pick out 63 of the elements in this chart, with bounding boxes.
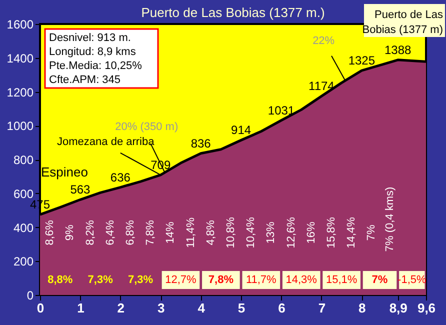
annotation: 12,6% — [285, 216, 298, 248]
annotation: 8,6% — [44, 220, 56, 246]
annotation: 6,8% — [124, 220, 136, 246]
annotation: Desnivel: 913 m. — [49, 32, 131, 44]
y-tick-label: 800 — [13, 153, 34, 167]
annotation: 7,8% — [208, 274, 234, 286]
annotation: Cfte.APM: 345 — [49, 74, 121, 86]
x-tick-label: 9,6 — [417, 300, 436, 316]
y-tick-label: 400 — [13, 220, 34, 235]
annotation: 10,4% — [245, 216, 258, 248]
x-tick-label: 2 — [117, 300, 125, 316]
annotation: 14% — [164, 221, 177, 244]
y-tick-label: 1000 — [6, 119, 34, 134]
annotation: 14,4% — [346, 216, 358, 248]
data-label: 1388 — [384, 42, 412, 57]
x-tick-label: 1 — [77, 300, 84, 316]
annotation: 7,3% — [88, 274, 114, 286]
annotation: 16% — [305, 221, 318, 244]
data-label: 836 — [190, 136, 212, 150]
annotation: 12,7% — [165, 274, 197, 286]
annotation: 11,4% — [184, 217, 197, 248]
annotation: 4,8% — [204, 220, 217, 246]
annotation: Pte.Media: 10,25% — [49, 60, 142, 72]
annotation: 8,2% — [84, 220, 96, 246]
annotation: 10,8% — [224, 216, 237, 248]
annotation: 7,3% — [128, 274, 154, 286]
annotation: 20% (350 m) — [115, 121, 178, 134]
annotation: 6,4% — [104, 220, 116, 246]
x-tick-label: 4 — [198, 300, 206, 316]
annotation: 7% — [366, 224, 378, 241]
data-label: 563 — [70, 182, 91, 197]
y-tick-label: 0 — [26, 288, 34, 302]
data-label: 1325 — [348, 54, 376, 68]
annotation: Espineo — [41, 164, 88, 180]
annotation: 7% — [372, 274, 388, 286]
annotation: Longitud: 8,9 kms — [49, 46, 136, 58]
y-tick-label: 600 — [13, 186, 34, 201]
x-tick-label: 0 — [36, 300, 44, 316]
annotation: 13% — [265, 221, 278, 244]
annotation: 8,8% — [48, 274, 73, 286]
x-tick-label: 5 — [238, 300, 246, 316]
y-tick-label: 1400 — [6, 51, 34, 66]
annotation: 11,7% — [246, 274, 277, 286]
x-tick-label: 8,9 — [389, 300, 408, 316]
data-label: 1031 — [268, 103, 295, 118]
annotation: 15,1% — [326, 274, 358, 286]
annotation: 7% (0,4 kms) — [384, 186, 396, 252]
y-tick-label: 1200 — [6, 85, 34, 100]
x-tick-label: 8 — [358, 300, 366, 316]
x-tick-label: 6 — [278, 300, 286, 316]
x-tick-label: 7 — [318, 300, 326, 316]
annotation: 14,3% — [286, 274, 318, 286]
chart-title: Puerto de Las Bobias (1377 m.) — [141, 5, 325, 20]
annotation: 7,8% — [144, 220, 157, 246]
y-tick-label: 200 — [13, 254, 34, 269]
annotation: 15,8% — [326, 216, 338, 248]
annotation: 9% — [64, 224, 76, 241]
data-label: 636 — [110, 170, 131, 184]
y-tick-label: 1600 — [6, 18, 34, 32]
annotation: Jomezana de arriba — [57, 136, 156, 148]
annotation: 22% — [312, 35, 335, 48]
data-label: 914 — [231, 123, 252, 138]
x-tick-label: 3 — [158, 300, 165, 316]
